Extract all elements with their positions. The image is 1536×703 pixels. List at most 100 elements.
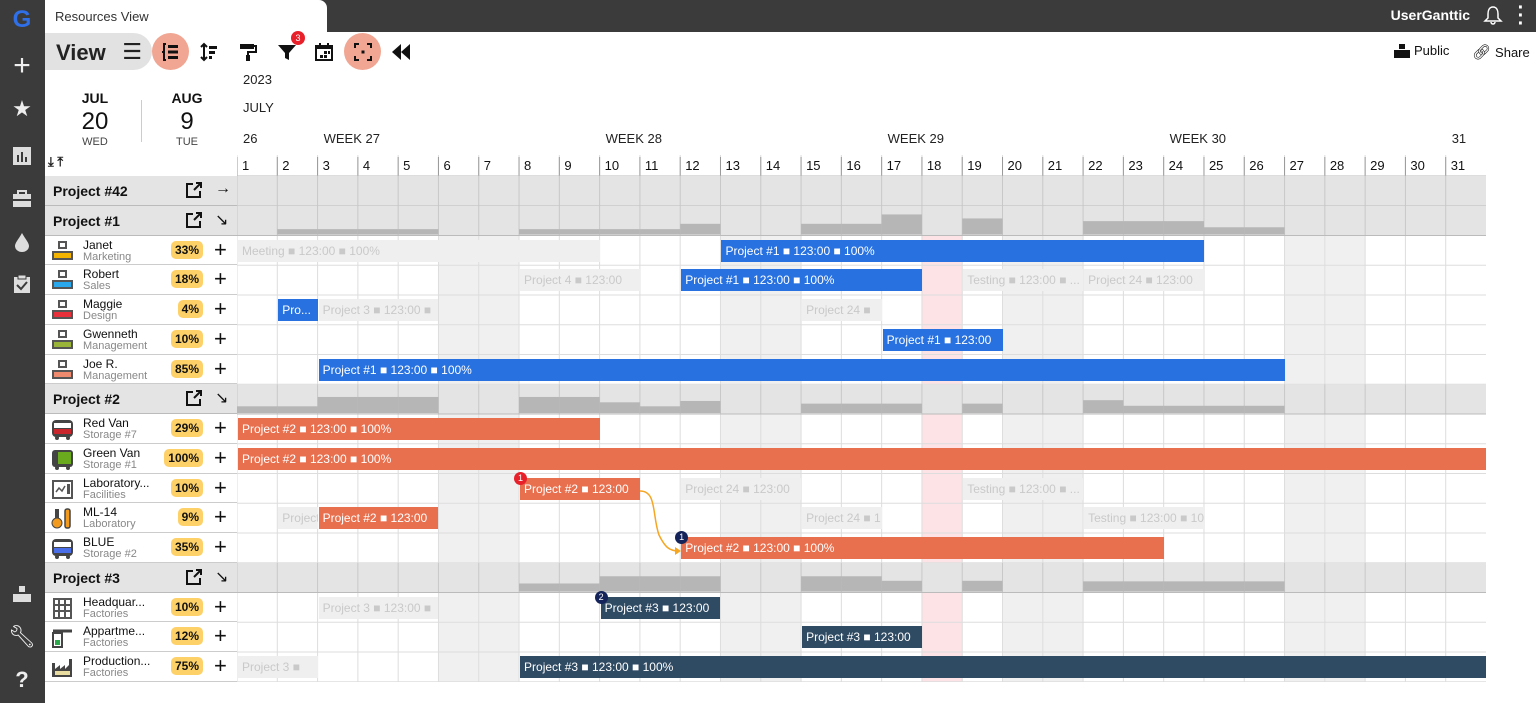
view-tab[interactable]: Resources View <box>45 0 327 33</box>
expand-arrow-icon[interactable]: ↘ <box>215 568 229 586</box>
resource-row[interactable]: Joe R. Management 85% + <box>45 355 237 385</box>
filter-button[interactable]: 3 <box>268 31 305 70</box>
collapse-tree-button[interactable] <box>152 33 189 70</box>
project-group-row[interactable]: Project #3 ↘ <box>45 562 237 593</box>
load-bar <box>1163 581 1204 592</box>
expand-collapse-all-icon[interactable]: ⤓ ⤒ <box>48 154 64 169</box>
task-bar[interactable]: Project #2 ■ 123:00 <box>520 477 640 500</box>
project-group-row[interactable]: Project #1 ↘ <box>45 205 237 236</box>
user-name[interactable]: UserGanttic <box>1390 7 1470 23</box>
public-button[interactable]: Public <box>1394 43 1449 58</box>
resource-row[interactable]: Appartme... Factories 12% + <box>45 622 237 652</box>
other-booking-bar[interactable]: Project 3 ■ 123:00 ■ <box>318 299 439 321</box>
resource-row[interactable]: Gwenneth Management 10% + <box>45 325 237 355</box>
task-bar[interactable]: Project #2 ■ 123:00 <box>318 507 439 530</box>
add-task-button[interactable]: + <box>214 534 227 559</box>
external-link-icon[interactable] <box>185 181 203 204</box>
external-link-icon[interactable] <box>185 211 203 234</box>
hamburger-icon: ☰ <box>122 39 142 64</box>
external-link-icon[interactable] <box>185 389 203 412</box>
paint-button[interactable] <box>229 33 266 70</box>
expand-arrow-icon[interactable]: ↘ <box>215 390 229 408</box>
other-booking-bar[interactable]: Meeting ■ 123:00 ■ 100% <box>238 239 600 262</box>
other-booking-bar[interactable]: Project 24 ■ <box>802 299 882 321</box>
utilization-badge: 85% <box>170 359 203 378</box>
resource-row[interactable]: Headquar... Factories 10% + <box>45 593 237 623</box>
task-bar[interactable]: Project #3 ■ 123:00 ■ 100% <box>520 656 1486 678</box>
date-from[interactable]: JUL 20 WED <box>65 90 125 148</box>
task-bar[interactable]: Project #2 ■ 123:00 ■ 100% <box>238 447 1486 470</box>
add-task-button[interactable]: + <box>214 266 227 292</box>
rewind-button[interactable] <box>382 33 419 70</box>
resource-row[interactable]: ML-14 Laboratory 9% + <box>45 503 237 533</box>
other-booking-bar[interactable]: Testing ■ 123:00 ■ ... <box>963 477 1084 500</box>
other-booking-bar[interactable]: Project 24 ■ 123:00 <box>1084 269 1204 292</box>
share-button[interactable]: 🔗︎ Share <box>1472 43 1530 61</box>
plus-icon[interactable]: + <box>13 49 31 82</box>
add-task-button[interactable]: + <box>214 653 227 678</box>
task-bar[interactable]: Project #2 ■ 123:00 ■ 100% <box>681 537 1164 559</box>
resource-name: Joe R. <box>83 356 118 371</box>
external-link-icon[interactable] <box>185 568 203 591</box>
add-task-button[interactable]: + <box>214 623 227 649</box>
task-bar[interactable]: Project #1 ■ 123:00 <box>882 328 1003 351</box>
utilization-badge: 10% <box>170 478 203 497</box>
add-task-button[interactable]: + <box>214 504 227 530</box>
add-task-button[interactable]: + <box>214 236 227 262</box>
task-bar[interactable]: Project #1 ■ 123:00 ■ 100% <box>721 239 1204 262</box>
drop-icon[interactable] <box>8 228 36 256</box>
task-bar[interactable]: Project #1 ■ 123:00 ■ 100% <box>681 269 922 292</box>
org-icon[interactable] <box>8 580 36 608</box>
briefcase-icon[interactable] <box>8 185 36 213</box>
ganttic-logo-icon[interactable]: G <box>12 6 32 33</box>
sort-button[interactable] <box>190 33 227 70</box>
other-booking-bar[interactable]: Testing ■ 123:00 ■ ... <box>963 269 1084 292</box>
task-bar[interactable]: Project #2 ■ 123:00 ■ 100% <box>238 418 600 440</box>
task-bar[interactable]: Project #1 ■ 123:00 ■ 100% <box>318 358 1285 381</box>
project-group-row[interactable]: Project #2 ↘ <box>45 384 237 414</box>
other-booking-bar[interactable]: Project <box>278 507 318 530</box>
expand-arrow-icon[interactable]: → <box>215 180 231 197</box>
project-group-row[interactable]: Project #42 → <box>45 176 237 206</box>
star-icon[interactable]: ★ <box>12 96 32 121</box>
other-booking-bar[interactable]: Testing ■ 123:00 ■ 100% <box>1084 507 1204 530</box>
resource-row[interactable]: Red Van Storage #7 29% + <box>45 414 237 444</box>
load-bar <box>801 576 842 592</box>
clipboard-check-icon[interactable] <box>8 270 36 298</box>
bell-icon[interactable] <box>1483 5 1503 30</box>
resource-row[interactable]: Production... Factories 75% + <box>45 652 237 682</box>
other-booking-bar[interactable]: Project 4 ■ 123:00 <box>520 269 640 292</box>
task-bar[interactable]: Project #3 ■ 123:00 <box>600 596 721 619</box>
calendar-button[interactable] <box>305 33 342 70</box>
help-icon[interactable]: ? <box>15 667 29 692</box>
add-task-button[interactable]: + <box>214 444 227 470</box>
add-task-button[interactable]: + <box>214 593 227 619</box>
add-task-button[interactable]: + <box>214 474 227 500</box>
task-bar[interactable]: Project #3 ■ 123:00 <box>802 626 922 649</box>
other-booking-bar[interactable]: Project 24 ■ 1 <box>802 507 882 530</box>
resource-row[interactable]: Janet Marketing 33% + <box>45 236 237 266</box>
other-booking-bar[interactable]: Project 24 ■ 123:00 <box>681 477 802 500</box>
other-booking-bar[interactable]: Project 3 ■ 123:00 ■ <box>318 596 439 619</box>
load-bar <box>599 576 640 592</box>
resource-row[interactable]: Robert Sales 18% + <box>45 265 237 295</box>
resource-row[interactable]: Maggie Design 4% + <box>45 295 237 325</box>
wrench-icon[interactable]: 🔧︎ <box>8 624 36 649</box>
add-task-button[interactable]: + <box>214 415 227 440</box>
add-task-button[interactable]: + <box>214 296 227 321</box>
task-bar[interactable]: Pro... <box>278 299 318 321</box>
resource-row[interactable]: Laboratory... Facilities 10% + <box>45 474 237 504</box>
report-icon[interactable] <box>8 142 36 170</box>
other-booking-bar[interactable]: Project 3 ■ <box>238 656 318 678</box>
view-menu-button[interactable]: View ☰ <box>45 33 152 70</box>
add-task-button[interactable]: + <box>214 325 227 351</box>
expand-arrow-icon[interactable]: ↘ <box>215 211 229 229</box>
date-to[interactable]: AUG 9 TUE <box>157 90 217 148</box>
focus-button[interactable] <box>344 33 381 70</box>
day-label: 20 <box>1008 158 1022 173</box>
resource-row[interactable]: Green Van Storage #1 100% + <box>45 444 237 474</box>
thermometer-icon <box>51 508 71 529</box>
resource-row[interactable]: BLUE Storage #2 35% + <box>45 533 237 563</box>
more-menu-icon[interactable]: · · · <box>1517 0 1525 35</box>
add-task-button[interactable]: + <box>214 355 227 381</box>
